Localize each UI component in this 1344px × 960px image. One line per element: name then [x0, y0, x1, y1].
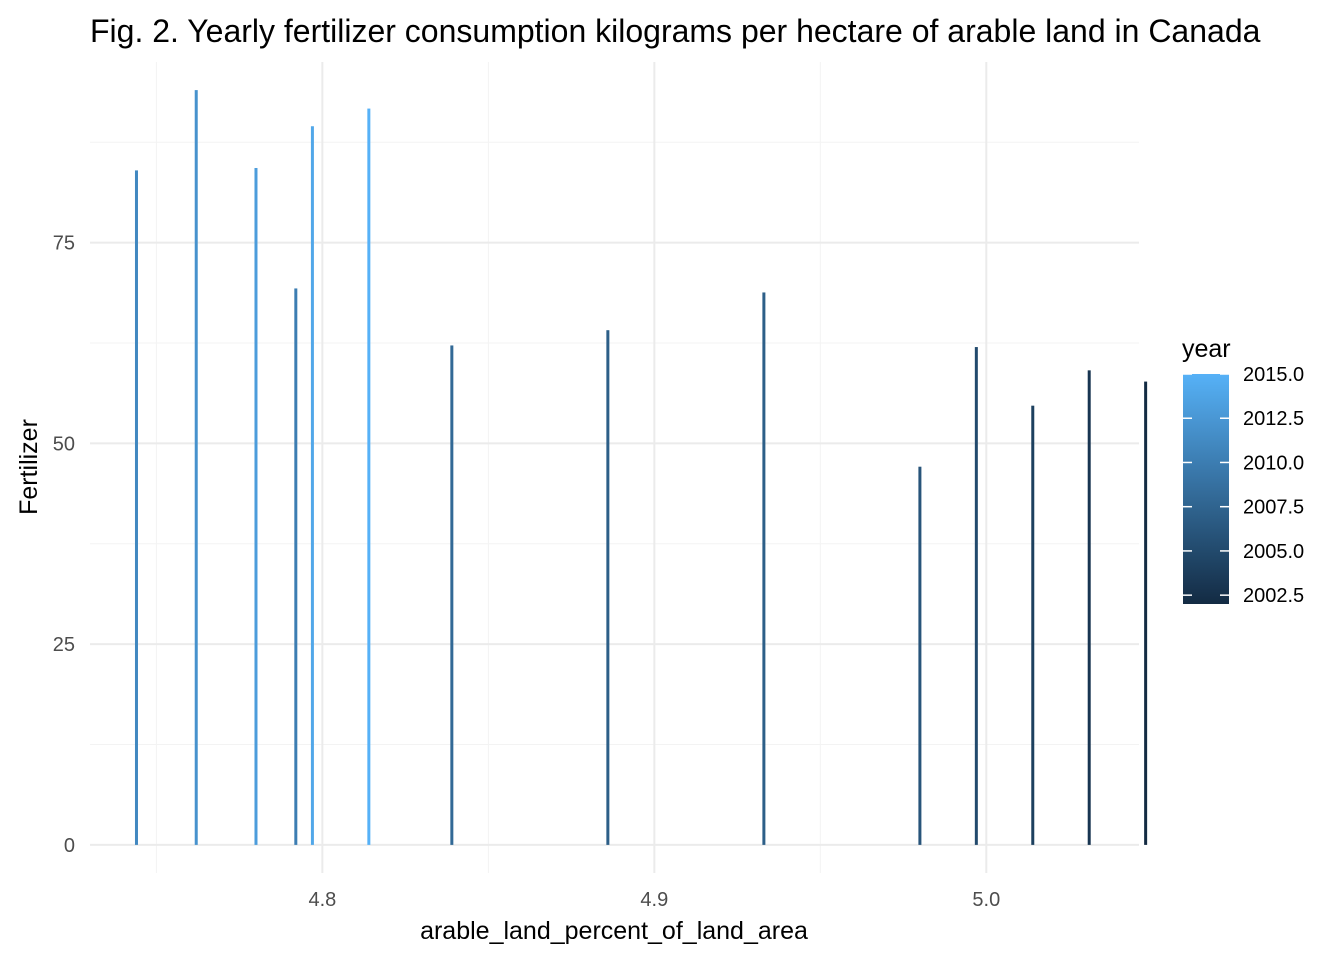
- bar: [310, 126, 314, 845]
- bar: [1144, 381, 1148, 845]
- x-tick-label: 5.0: [972, 889, 1000, 911]
- x-axis-title: arable_land_percent_of_land_area: [420, 917, 808, 945]
- legend-ticks: 2015.0 2012.5 2010.0 2007.5 2005.0 2002.5: [1183, 364, 1304, 607]
- bar: [918, 466, 922, 845]
- legend-colorbar: [1183, 374, 1229, 604]
- bar: [606, 330, 610, 845]
- y-tick-label: 50: [53, 433, 75, 455]
- y-axis-title: Fertilizer: [15, 419, 43, 515]
- legend: year 2015.0 2012.5 2010.0 2007.5 2005.0 2002.…: [1182, 335, 1304, 607]
- bar: [254, 167, 258, 845]
- bar: [450, 345, 454, 845]
- bar: [294, 288, 298, 845]
- legend-label: 2007.5: [1243, 497, 1304, 519]
- x-tick-label: 4.9: [640, 889, 668, 911]
- bars: [134, 90, 1148, 845]
- bar: [194, 90, 198, 845]
- bar: [1087, 370, 1091, 845]
- legend-label: 2005.0: [1243, 541, 1304, 563]
- bar: [762, 292, 766, 845]
- bar: [134, 170, 138, 845]
- bar: [367, 108, 371, 845]
- bar: [1031, 405, 1035, 845]
- x-tick-label: 4.8: [308, 889, 336, 911]
- bar: [974, 347, 978, 845]
- y-axis-ticks: 0 25 50 75: [53, 233, 75, 857]
- legend-label: 2010.0: [1243, 452, 1304, 474]
- chart-title: Fig. 2. Yearly fertilizer consumption ki…: [90, 13, 1261, 49]
- y-tick-label: 0: [64, 835, 75, 857]
- legend-label: 2002.5: [1243, 585, 1304, 607]
- x-axis-ticks: 4.8 4.9 5.0: [308, 889, 1000, 911]
- legend-label: 2015.0: [1243, 364, 1304, 386]
- y-tick-label: 75: [53, 233, 75, 255]
- legend-label: 2012.5: [1243, 408, 1304, 430]
- legend-title: year: [1182, 335, 1231, 363]
- grid: [90, 62, 1139, 873]
- y-tick-label: 25: [53, 634, 75, 656]
